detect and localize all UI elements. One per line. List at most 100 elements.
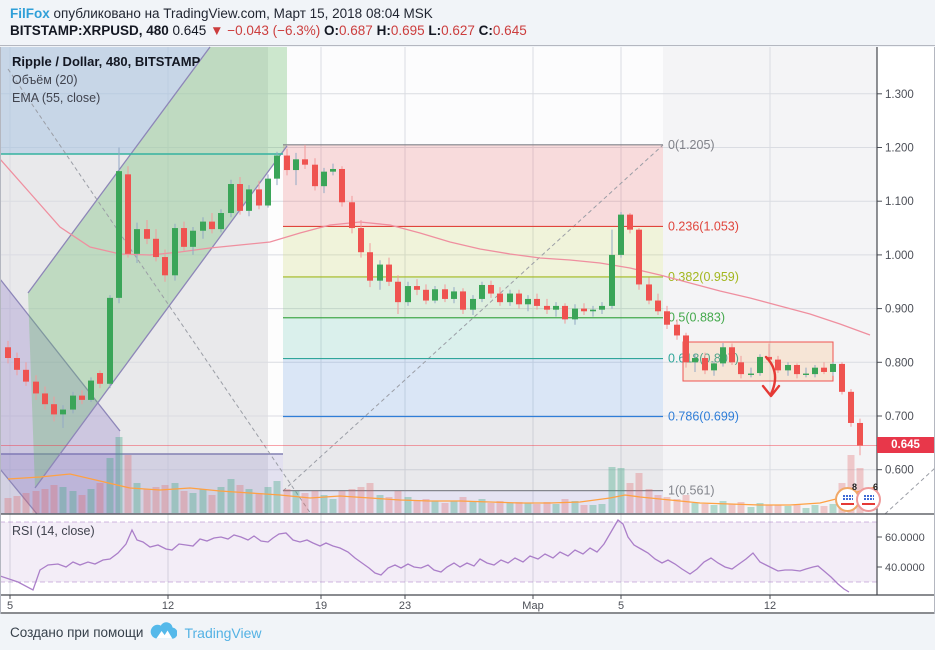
candle-body — [414, 286, 420, 290]
candle-body — [246, 189, 252, 211]
volume-bar — [264, 487, 272, 513]
fib-zone-background — [283, 47, 663, 514]
candle-body — [284, 155, 290, 171]
candle-body — [785, 364, 791, 371]
candle-body — [377, 264, 383, 281]
volume-bar — [311, 491, 319, 513]
time-axis-label: Мар — [522, 600, 544, 612]
candle-body — [775, 359, 781, 371]
candle-body — [432, 289, 438, 301]
descending-channel-line — [0, 278, 121, 432]
volume-bar — [719, 501, 727, 513]
volume-bar — [171, 483, 179, 513]
candle-body — [488, 284, 494, 294]
fib-band — [283, 490, 663, 514]
close-label: C: — [474, 23, 493, 38]
candle-body — [507, 293, 513, 303]
legend-symbol-title[interactable]: Ripple / Dollar, 480, BITSTAMP — [12, 54, 201, 69]
legend-ema-study[interactable]: EMA (55, close) — [12, 91, 101, 105]
tradingview-logo-icon[interactable] — [150, 620, 178, 645]
candle-body — [237, 184, 243, 211]
bank-marker-icon[interactable] — [835, 487, 860, 512]
candle-body — [33, 381, 39, 394]
candle-body — [590, 309, 596, 312]
ema-line — [0, 158, 871, 336]
volume-bar — [820, 506, 828, 513]
volume-bar — [236, 485, 244, 513]
red-arrow — [764, 355, 777, 396]
candle-body — [88, 380, 94, 400]
current-price-badge: 0.645 — [877, 437, 934, 453]
candle-body — [599, 305, 605, 310]
fib-level-label: 0.382(0.959) — [668, 270, 739, 284]
candle-body — [181, 228, 187, 247]
volume-bar — [348, 489, 356, 513]
candle-body — [60, 409, 66, 415]
flag-stripe — [841, 503, 854, 505]
candle-body — [312, 164, 318, 187]
candle-body — [748, 373, 754, 375]
volume-bar — [561, 499, 569, 513]
tradingview-brand-link[interactable]: TradingView — [184, 624, 262, 641]
bank-marker-icon[interactable] — [856, 487, 881, 512]
candle-body — [256, 189, 262, 206]
volume-bar — [543, 502, 551, 513]
volume-bar — [161, 485, 169, 513]
candle-body — [349, 202, 355, 229]
flag-stripe — [862, 503, 875, 505]
fib-level-label: 0.5(0.883) — [668, 311, 725, 325]
volume-bar — [32, 491, 40, 513]
candle-body — [97, 373, 103, 384]
chart-legend[interactable]: Ripple / Dollar, 480, BITSTAMP Объём (20… — [12, 53, 200, 107]
volume-bar — [774, 505, 782, 513]
candle-body — [153, 238, 159, 258]
candle-body — [5, 347, 11, 359]
high-label: H: — [372, 23, 391, 38]
candle-body — [107, 297, 113, 384]
high-value: 0.695 — [390, 23, 425, 38]
candle-body — [553, 305, 559, 310]
volume-bar — [301, 493, 309, 513]
candle-body — [265, 178, 271, 206]
candle-body — [664, 311, 670, 325]
volume-bar — [701, 504, 709, 513]
candle-body — [692, 358, 698, 363]
support-rectangle — [0, 454, 283, 514]
candle-body — [51, 404, 57, 415]
rsi-study-label[interactable]: RSI (14, close) — [12, 524, 95, 538]
candle-body — [572, 308, 578, 320]
volume-bar — [552, 504, 560, 513]
candle-body — [70, 395, 76, 410]
fib-band — [283, 358, 663, 417]
candle-body — [729, 347, 735, 363]
volume-bar — [180, 491, 188, 513]
price-axis-label: 1.200 — [885, 143, 914, 155]
volume-bar — [404, 497, 412, 513]
volume-bar — [589, 505, 597, 513]
author-name: FilFox — [10, 6, 50, 21]
candle-body — [274, 155, 280, 179]
volume-bar — [784, 506, 792, 513]
low-label: L: — [424, 23, 442, 38]
chart-container[interactable]: 0(1.205) 0.236(1.053) 0.382(0.959) 0.5(0.88… — [0, 45, 935, 614]
volume-bar — [292, 491, 300, 513]
chart-canvas[interactable]: 0(1.205) 0.236(1.053) 0.382(0.959) 0.5(0.88… — [0, 46, 935, 614]
candle-body — [516, 293, 522, 305]
rsi-band — [0, 522, 877, 582]
candle-body — [125, 174, 131, 254]
volume-bar — [189, 493, 197, 513]
volume-bar — [765, 505, 773, 513]
ascending-channel-fill — [28, 47, 287, 488]
candle-body — [674, 324, 680, 336]
volume-bar — [394, 491, 402, 513]
candle-body — [609, 254, 615, 306]
candle-body — [134, 229, 140, 254]
candle-body — [293, 159, 299, 171]
candle-body — [794, 364, 800, 375]
candle-body — [330, 168, 336, 172]
price-axis-background — [877, 47, 935, 595]
volume-bar — [608, 467, 616, 513]
symbol-label: BITSTAMP:XRPUSD, 480 — [10, 23, 169, 38]
candle-body — [79, 395, 85, 400]
legend-volume-study[interactable]: Объём (20) — [12, 73, 78, 87]
